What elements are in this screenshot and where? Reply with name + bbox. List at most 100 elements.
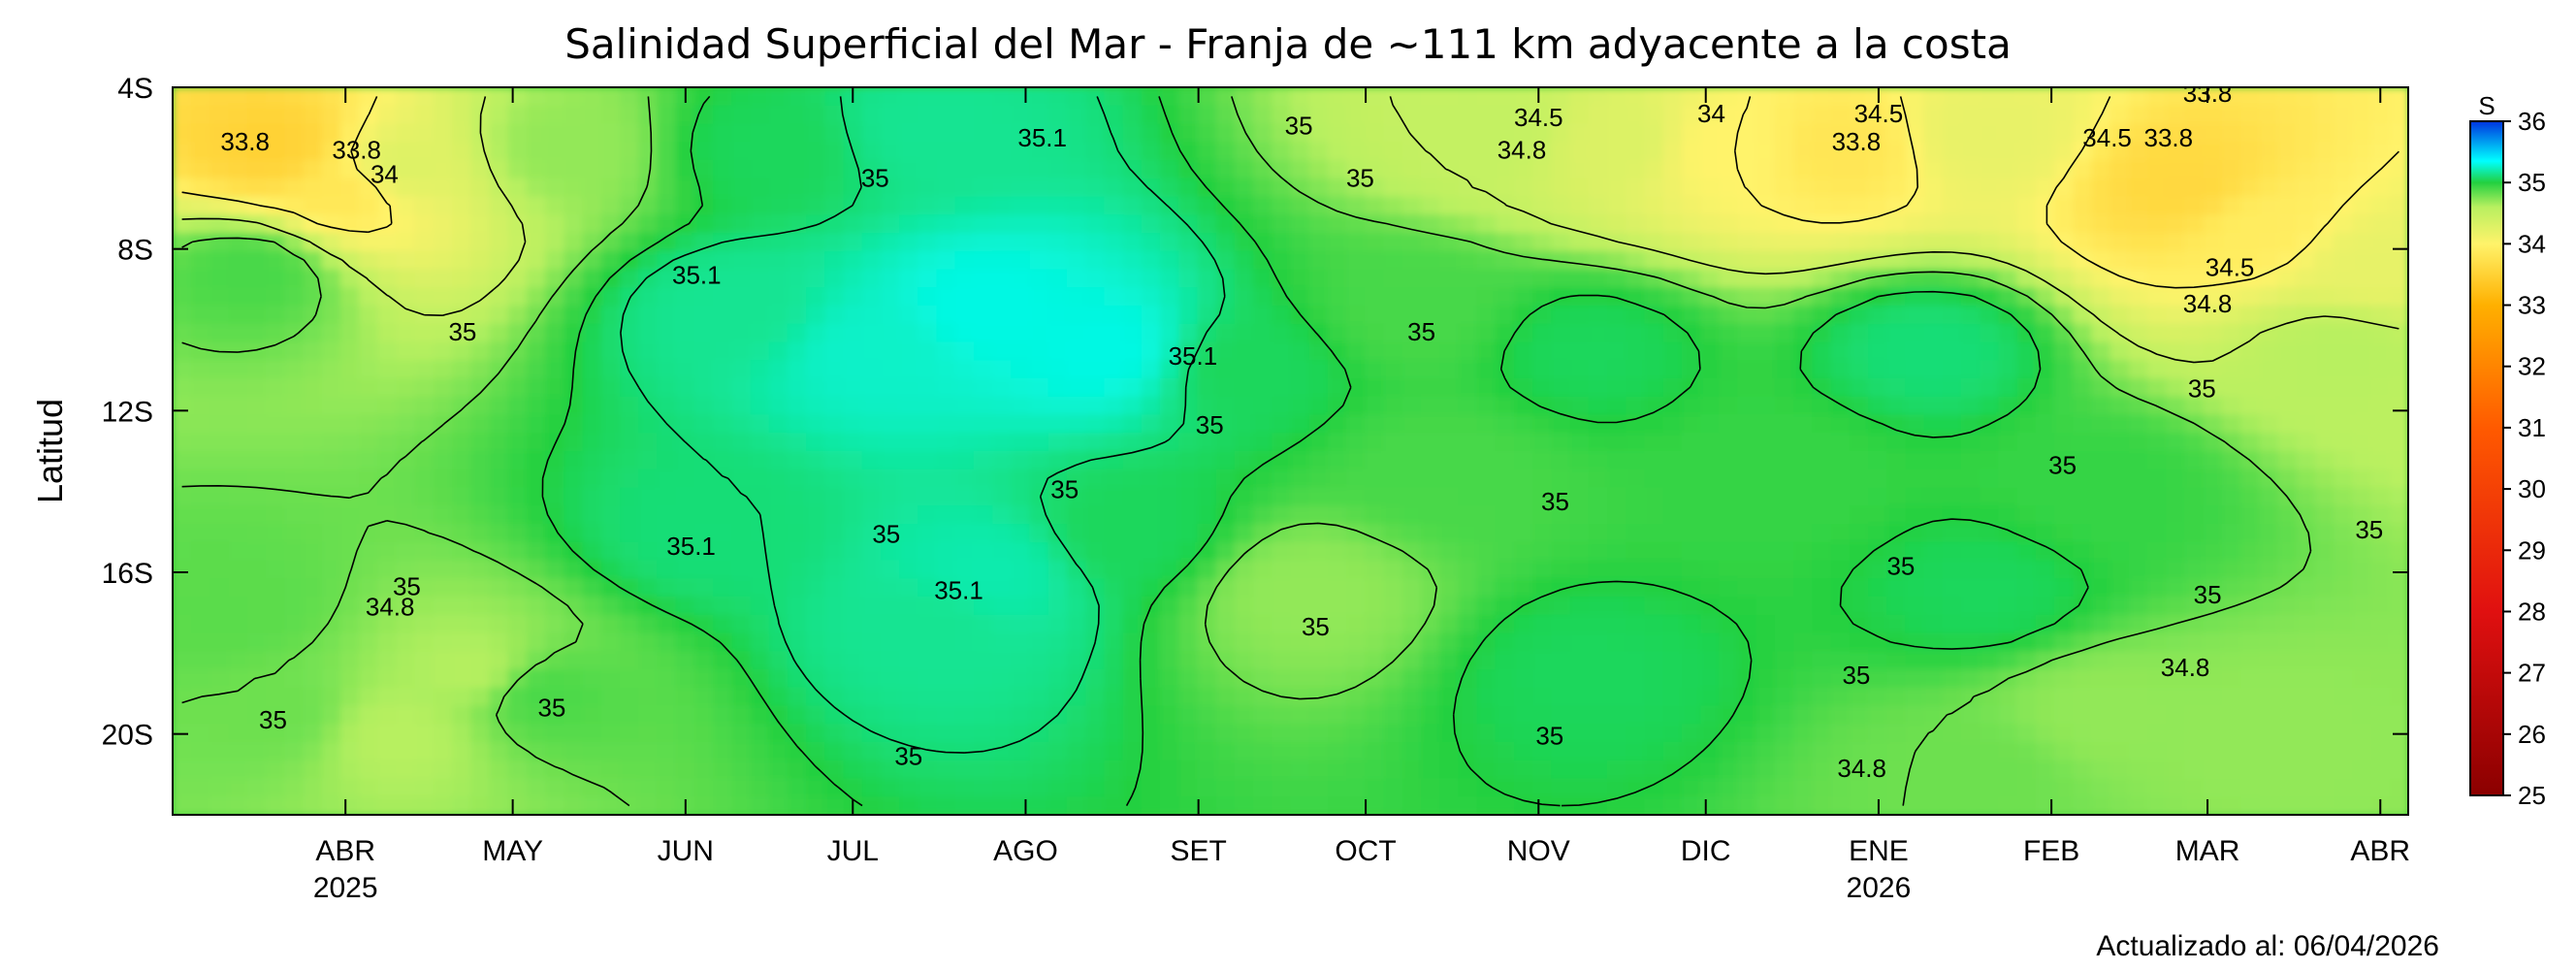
heatmap-cell xyxy=(1215,760,1236,780)
heatmap-cell xyxy=(1868,341,1888,362)
heatmap-cell xyxy=(452,796,472,815)
heatmap-cell xyxy=(2277,306,2298,325)
heatmap-cell xyxy=(2109,687,2130,707)
heatmap-cell xyxy=(2352,323,2372,343)
heatmap-cell xyxy=(173,451,193,470)
heatmap-cell xyxy=(339,87,361,107)
heatmap-cell xyxy=(1085,378,1106,398)
heatmap-cell xyxy=(470,178,491,198)
heatmap-cell xyxy=(992,306,1013,325)
heatmap-cell xyxy=(228,578,248,598)
heatmap-cell xyxy=(1830,233,1851,252)
heatmap-cell xyxy=(787,687,808,707)
heatmap-cell xyxy=(470,651,491,671)
contour-label: 35 xyxy=(1302,612,1330,641)
heatmap-cell xyxy=(1327,687,1348,707)
heatmap-cell xyxy=(1197,560,1217,580)
heatmap-cell xyxy=(1681,614,1702,634)
heatmap-cell xyxy=(1812,760,1832,780)
heatmap-cell xyxy=(433,760,454,780)
heatmap-cell xyxy=(2147,142,2168,162)
heatmap-cell xyxy=(246,742,267,761)
heatmap-cell xyxy=(1644,760,1664,780)
heatmap-cell xyxy=(1178,524,1199,543)
heatmap-cell xyxy=(1923,724,1944,744)
heatmap-cell xyxy=(657,524,677,543)
heatmap-cell xyxy=(693,87,714,107)
heatmap-cell xyxy=(2035,396,2055,416)
heatmap-cell xyxy=(1793,705,1814,726)
heatmap-cell xyxy=(861,469,882,489)
heatmap-cell xyxy=(713,505,733,526)
heatmap-cell xyxy=(880,323,901,343)
heatmap-cell xyxy=(600,524,621,543)
heatmap-cell xyxy=(2073,196,2093,216)
heatmap-cell xyxy=(396,632,416,653)
heatmap-cell xyxy=(2277,687,2298,707)
heatmap-cell xyxy=(693,778,714,798)
heatmap-cell xyxy=(452,614,472,634)
heatmap-cell xyxy=(339,505,361,526)
heatmap-cell xyxy=(954,396,975,416)
heatmap-cell xyxy=(396,724,416,744)
heatmap-cell xyxy=(266,632,286,653)
heatmap-cell xyxy=(899,505,919,526)
heatmap-cell xyxy=(2128,541,2149,562)
heatmap-cell xyxy=(1923,287,1944,307)
heatmap-cell xyxy=(191,123,211,144)
heatmap-cell xyxy=(1569,233,1590,252)
heatmap-cell xyxy=(657,505,677,526)
heatmap-cell xyxy=(2389,614,2408,634)
heatmap-cell xyxy=(880,196,901,216)
heatmap-cell xyxy=(1122,451,1143,470)
heatmap-cell xyxy=(1141,360,1161,380)
x-tick-label: ABR xyxy=(2350,835,2410,867)
heatmap-cell xyxy=(507,142,528,162)
heatmap-cell xyxy=(1495,178,1515,198)
heatmap-cell xyxy=(1272,396,1292,416)
heatmap-cell xyxy=(1401,687,1422,707)
heatmap-cell xyxy=(1458,632,1478,653)
heatmap-cell xyxy=(2389,451,2408,470)
heatmap-cell xyxy=(452,287,472,307)
heatmap-cell xyxy=(1029,742,1049,761)
heatmap-cell xyxy=(1458,560,1478,580)
heatmap-cell xyxy=(954,760,975,780)
heatmap-cell xyxy=(1551,705,1571,726)
heatmap-cell xyxy=(2370,578,2391,598)
heatmap-cell xyxy=(1421,651,1441,671)
heatmap-cell xyxy=(2315,632,2335,653)
heatmap-cell xyxy=(2296,323,2316,343)
heatmap-cell xyxy=(303,287,323,307)
heatmap-cell xyxy=(2073,597,2093,616)
heatmap-cell xyxy=(1980,524,2000,543)
heatmap-cell xyxy=(1905,269,1925,289)
heatmap-cell xyxy=(1812,705,1832,726)
heatmap-cell xyxy=(1215,796,1236,815)
heatmap-cell xyxy=(1495,233,1515,252)
heatmap-cell xyxy=(1626,724,1646,744)
heatmap-cell xyxy=(600,414,621,435)
heatmap-cell xyxy=(638,287,659,307)
heatmap-cell xyxy=(1365,178,1385,198)
heatmap-cell xyxy=(1569,505,1590,526)
heatmap-cell xyxy=(2221,233,2242,252)
heatmap-cell xyxy=(918,142,938,162)
heatmap-cell xyxy=(1290,541,1310,562)
heatmap-cell xyxy=(2091,214,2111,235)
heatmap-cell xyxy=(470,669,491,689)
heatmap-cell xyxy=(1401,360,1422,380)
heatmap-cell xyxy=(228,451,248,470)
heatmap-cell xyxy=(1197,578,1217,598)
heatmap-cell xyxy=(2091,287,2111,307)
heatmap-cell xyxy=(359,541,379,562)
heatmap-cell xyxy=(768,724,789,744)
heatmap-cell xyxy=(191,360,211,380)
heatmap-cell xyxy=(1569,687,1590,707)
heatmap-cell xyxy=(936,287,956,307)
heatmap-cell xyxy=(527,778,547,798)
heatmap-cell xyxy=(1662,341,1683,362)
heatmap-cell xyxy=(209,105,230,125)
heatmap-cell xyxy=(620,651,640,671)
